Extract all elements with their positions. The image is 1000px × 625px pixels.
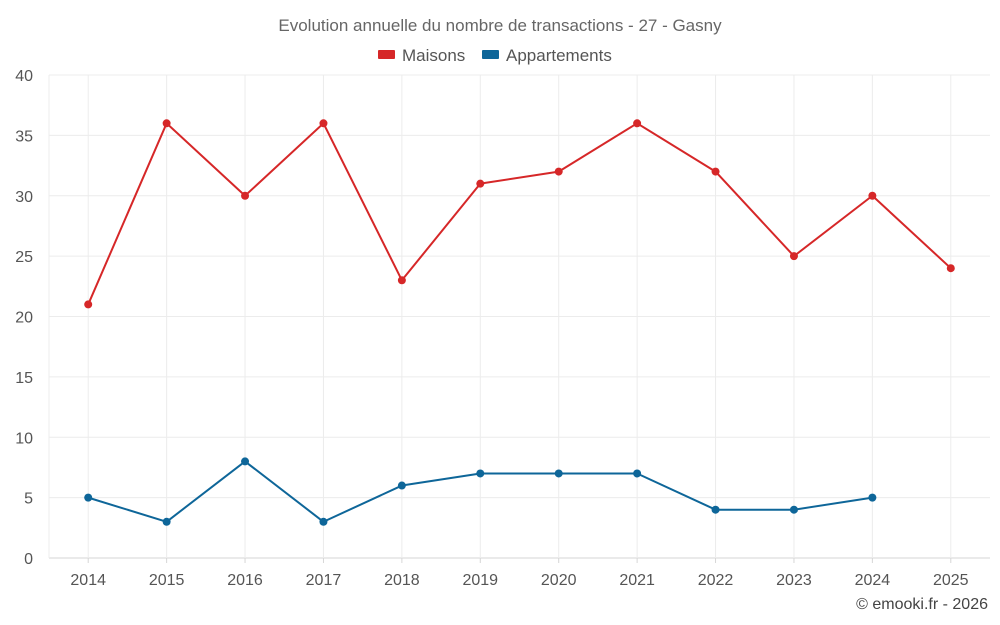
x-tick-label: 2019: [462, 572, 498, 589]
data-point-appartements: [162, 517, 171, 526]
data-point-maisons: [711, 167, 720, 176]
data-point-maisons: [84, 300, 93, 309]
data-point-appartements: [397, 481, 406, 490]
x-tick-label: 2023: [776, 572, 812, 589]
y-tick-label: 15: [15, 370, 33, 387]
x-tick-label: 2022: [698, 572, 734, 589]
x-tick-label: 2020: [541, 572, 577, 589]
y-tick-label: 40: [15, 68, 33, 85]
legend-swatch-maisons: [378, 50, 395, 59]
y-tick-label: 25: [15, 249, 33, 266]
data-point-maisons: [241, 191, 250, 200]
series: [84, 119, 955, 526]
data-point-maisons: [868, 191, 877, 200]
legend-label-maisons: Maisons: [402, 46, 465, 65]
data-point-appartements: [711, 505, 720, 514]
data-point-appartements: [319, 517, 328, 526]
y-axis-ticks: 0 5 10 15 20 25 30 35 40: [15, 68, 33, 568]
x-tick-label: 2015: [149, 572, 185, 589]
x-tick-label: 2021: [619, 572, 655, 589]
x-tick-label: 2025: [933, 572, 969, 589]
x-axis-ticks: 2014 2015 2016 2017 2018 2019 2020 2021 2022 2023…: [70, 572, 968, 589]
grid: [48, 74, 990, 563]
data-point-appartements: [84, 493, 93, 502]
legend: Maisons Appartements: [378, 46, 612, 65]
x-tick-label: 2017: [306, 572, 342, 589]
y-tick-label: 30: [15, 189, 33, 206]
data-point-maisons: [946, 264, 955, 273]
data-point-maisons: [633, 119, 642, 128]
data-point-maisons: [319, 119, 328, 128]
credit-text: © emooki.fr - 2026: [856, 596, 988, 613]
series-line-maisons: [87, 122, 952, 305]
x-tick-label: 2018: [384, 572, 420, 589]
data-point-appartements: [554, 469, 563, 478]
y-tick-label: 20: [15, 310, 33, 327]
x-tick-label: 2024: [855, 572, 891, 589]
x-tick-label: 2014: [70, 572, 106, 589]
legend-swatch-appartements: [482, 50, 499, 59]
y-tick-label: 10: [15, 430, 33, 447]
legend-item-appartements[interactable]: Appartements: [482, 46, 612, 65]
data-point-appartements: [789, 505, 798, 514]
data-point-maisons: [397, 276, 406, 285]
data-point-maisons: [476, 179, 485, 188]
data-point-appartements: [633, 469, 642, 478]
y-tick-label: 0: [24, 551, 33, 568]
data-point-appartements: [241, 457, 250, 466]
chart-title: Evolution annuelle du nombre de transact…: [278, 16, 722, 35]
y-tick-label: 35: [15, 128, 33, 145]
legend-label-appartements: Appartements: [506, 46, 612, 65]
legend-item-maisons[interactable]: Maisons: [378, 46, 465, 65]
x-tick-label: 2016: [227, 572, 263, 589]
data-point-maisons: [554, 167, 563, 176]
data-point-appartements: [868, 493, 877, 502]
y-tick-label: 5: [24, 491, 33, 508]
data-point-maisons: [789, 252, 798, 261]
data-point-maisons: [162, 119, 171, 128]
data-point-appartements: [476, 469, 485, 478]
